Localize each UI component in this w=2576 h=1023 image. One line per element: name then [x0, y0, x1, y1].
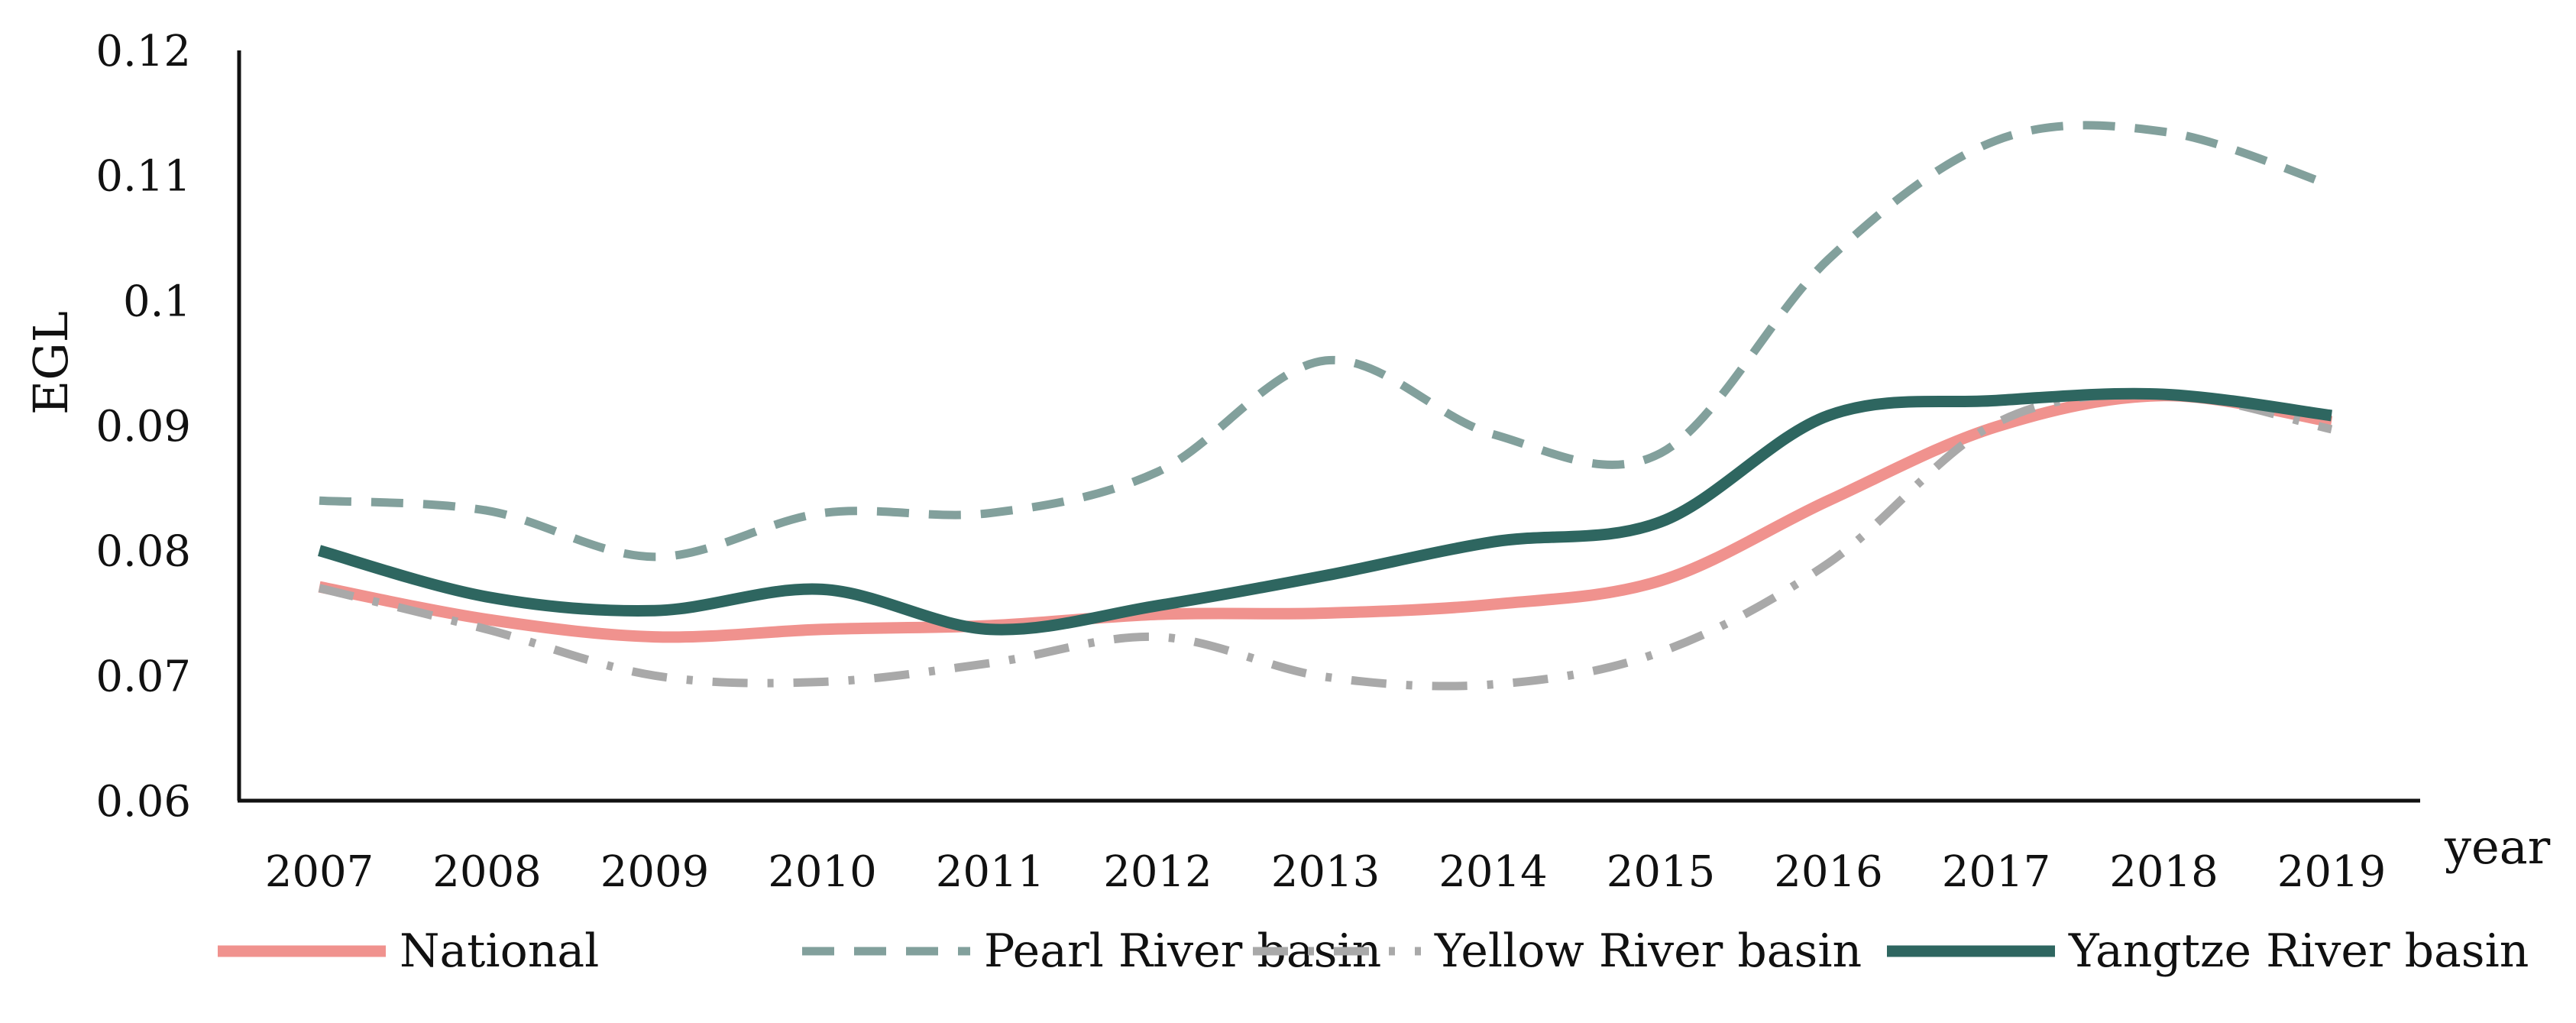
series-line — [318, 390, 2333, 691]
x-tick-label: 2017 — [1942, 847, 2051, 897]
legend-label: National — [400, 924, 599, 978]
x-tick-label: 2019 — [2277, 847, 2387, 897]
x-tick-label: 2008 — [432, 847, 542, 897]
legend: National Pearl River basin Yellow River ba… — [218, 924, 2529, 978]
series-line — [319, 121, 2333, 562]
legend-label: Yellow River basin — [1434, 924, 1862, 978]
x-tick-label: 2014 — [1438, 847, 1548, 897]
x-tick-label: 2016 — [1774, 847, 1883, 897]
y-tick-label: 0.1 — [123, 277, 191, 326]
x-tick-label: 2013 — [1271, 847, 1380, 897]
x-tick-label: 2015 — [1607, 847, 1716, 897]
series-line — [318, 387, 2332, 636]
plot-lines — [318, 121, 2333, 691]
x-tick-label: 2012 — [1103, 847, 1212, 897]
y-tick-label: 0.06 — [95, 777, 191, 827]
y-tick-label: 0.11 — [95, 152, 191, 202]
y-tick-label: 0.08 — [95, 527, 191, 577]
x-tick-label: 2007 — [265, 847, 374, 897]
x-axis-title: year — [2444, 819, 2551, 875]
y-tick-labels: 0.06 0.07 0.08 0.09 0.1 0.11 0.12 — [95, 27, 191, 827]
y-tick-label: 0.07 — [95, 652, 191, 701]
x-tick-label: 2011 — [936, 847, 1045, 897]
x-tick-label: 2018 — [2109, 847, 2218, 897]
x-tick-label: 2010 — [768, 847, 877, 897]
x-tick-labels: 2007 2008 2009 2010 2011 2012 2013 2014 2015 2016… — [265, 847, 2387, 897]
y-tick-label: 0.09 — [95, 402, 191, 452]
y-tick-label: 0.12 — [95, 27, 191, 76]
legend-label: Yangtze River basin — [2068, 924, 2529, 978]
y-axis-title: EGL — [23, 311, 79, 415]
legend-label: Pearl River basin — [984, 924, 1381, 978]
x-tick-label: 2009 — [600, 847, 710, 897]
series-line — [318, 390, 2333, 643]
